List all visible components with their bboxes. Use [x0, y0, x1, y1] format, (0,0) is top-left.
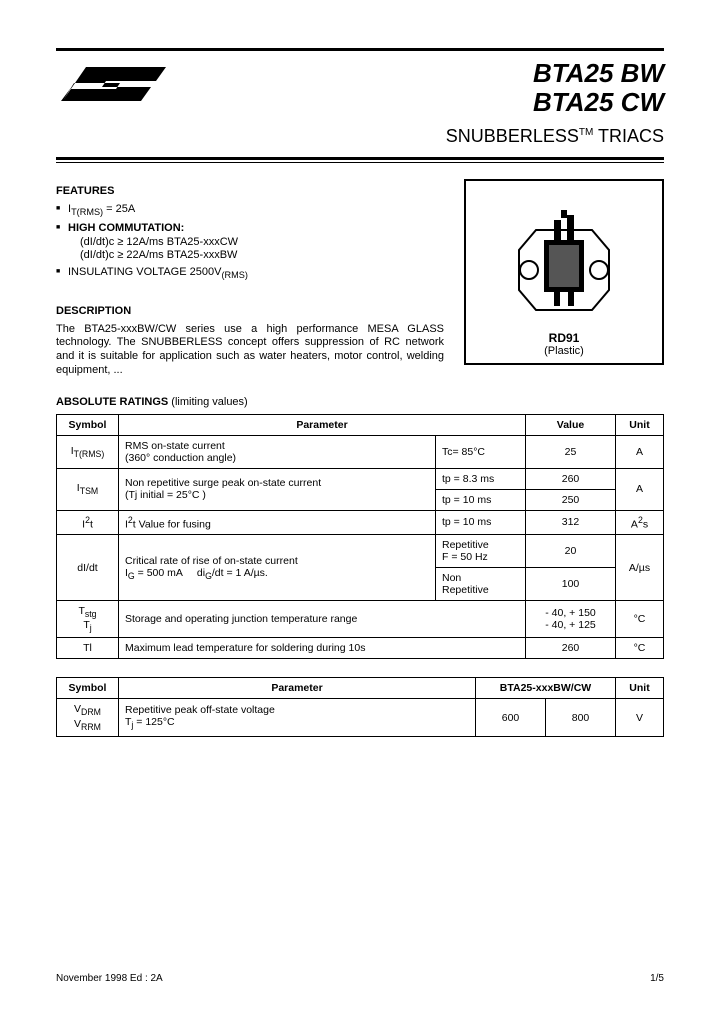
cell-val: 20: [526, 535, 616, 568]
cell-sym: TstgTj: [57, 601, 119, 638]
top-rule-thick: [56, 48, 664, 51]
cell-val: - 40, + 150- 40, + 125: [526, 601, 616, 638]
cell-sym: Tl: [57, 638, 119, 659]
header-row: BTA25 BW BTA25 CW: [56, 59, 664, 116]
cell-param: RMS on-state current(360° conduction ang…: [119, 435, 436, 468]
ratings-table: Symbol Parameter Value Unit IT(RMS) RMS …: [56, 414, 664, 660]
feature-sub: (dI/dt)c ≥ 22A/ms BTA25-xxxBW: [68, 249, 444, 263]
col-unit: Unit: [616, 678, 664, 699]
cell-cond: NonRepetitive: [436, 568, 526, 601]
table-row: I2t I2t Value for fusing tp = 10 ms 312 …: [57, 510, 664, 535]
feature-text: HIGH COMMUTATION:: [68, 222, 184, 234]
feature-item: HIGH COMMUTATION: (dI/dt)c ≥ 12A/ms BTA2…: [56, 222, 444, 263]
cell-param: I2t Value for fusing: [119, 510, 436, 535]
footer-date: November 1998 Ed : 2A: [56, 973, 163, 984]
table-row: TstgTj Storage and operating junction te…: [57, 601, 664, 638]
package-sub: (Plastic): [476, 345, 652, 357]
right-column: RD91 (Plastic): [464, 179, 664, 378]
st-logo: [56, 59, 176, 115]
cell-cond: tp = 8.3 ms: [436, 468, 526, 489]
table-row: ITSM Non repetitive surge peak on-state …: [57, 468, 664, 489]
trademark: TM: [579, 127, 593, 138]
col-unit: Unit: [616, 414, 664, 435]
cell-param: Non repetitive surge peak on-state curre…: [119, 468, 436, 510]
cell-param: Storage and operating junction temperatu…: [119, 601, 526, 638]
col-parameter: Parameter: [119, 414, 526, 435]
col-value: Value: [526, 414, 616, 435]
feature-text: IT(RMS) = 25A: [68, 203, 135, 215]
cell-cond: Tc= 85°C: [436, 435, 526, 468]
table-header-row: Symbol Parameter Value Unit: [57, 414, 664, 435]
description-text: The BTA25-xxxBW/CW series use a high per…: [56, 323, 444, 378]
cell-val: 312: [526, 510, 616, 535]
subtitle-pre: SNUBBERLESS: [446, 126, 579, 146]
subtitle: SNUBBERLESSTM TRIACS: [56, 126, 664, 147]
cell-cond: tp = 10 ms: [436, 489, 526, 510]
cell-unit: A: [616, 468, 664, 510]
cell-unit: A: [616, 435, 664, 468]
ratings-heading: ABSOLUTE RATINGS (limiting values): [56, 396, 664, 408]
table-header-row: Symbol Parameter BTA25-xxxBW/CW Unit: [57, 678, 664, 699]
cell-val: 800: [546, 699, 616, 736]
cell-param: Maximum lead temperature for soldering d…: [119, 638, 526, 659]
col-symbol: Symbol: [57, 678, 119, 699]
cell-unit: V: [616, 699, 664, 736]
voltage-table: Symbol Parameter BTA25-xxxBW/CW Unit VDR…: [56, 677, 664, 736]
cell-sym: ITSM: [57, 468, 119, 510]
part-number-2: BTA25 CW: [533, 88, 664, 117]
feature-text: INSULATING VOLTAGE 2500V(RMS): [68, 266, 248, 278]
feature-item: IT(RMS) = 25A: [56, 203, 444, 219]
cell-cond: tp = 10 ms: [436, 510, 526, 535]
cell-param: Repetitive peak off-state voltageTj = 12…: [119, 699, 476, 736]
package-frame: RD91 (Plastic): [464, 179, 664, 365]
col-device: BTA25-xxxBW/CW: [476, 678, 616, 699]
cell-sym: VDRMVRRM: [57, 699, 119, 736]
cell-val: 100: [526, 568, 616, 601]
cell-sym: IT(RMS): [57, 435, 119, 468]
table-row: dI/dt Critical rate of rise of on-state …: [57, 535, 664, 568]
cell-val: 260: [526, 468, 616, 489]
cell-unit: °C: [616, 601, 664, 638]
subtitle-post: TRIACS: [593, 126, 664, 146]
feature-sub: (dI/dt)c ≥ 12A/ms BTA25-xxxCW: [68, 236, 444, 250]
table-row: Tl Maximum lead temperature for solderin…: [57, 638, 664, 659]
col-symbol: Symbol: [57, 414, 119, 435]
left-column: FEATURES IT(RMS) = 25A HIGH COMMUTATION:…: [56, 179, 444, 378]
feature-item: INSULATING VOLTAGE 2500V(RMS): [56, 266, 444, 282]
table-row: IT(RMS) RMS on-state current(360° conduc…: [57, 435, 664, 468]
part-numbers: BTA25 BW BTA25 CW: [533, 59, 664, 116]
main-content: FEATURES IT(RMS) = 25A HIGH COMMUTATION:…: [56, 179, 664, 378]
features-heading: FEATURES: [56, 185, 444, 197]
cell-val: 25: [526, 435, 616, 468]
ratings-paren: (limiting values): [168, 396, 247, 408]
ratings-head-text: ABSOLUTE RATINGS: [56, 396, 168, 408]
part-number-1: BTA25 BW: [533, 59, 664, 88]
cell-param: Critical rate of rise of on-state curren…: [119, 535, 436, 601]
table-row: VDRMVRRM Repetitive peak off-state volta…: [57, 699, 664, 736]
cell-val: 600: [476, 699, 546, 736]
feature-list: IT(RMS) = 25A HIGH COMMUTATION: (dI/dt)c…: [56, 203, 444, 282]
mid-rule-thin: [56, 162, 664, 163]
cell-unit: A/µs: [616, 535, 664, 601]
col-parameter: Parameter: [119, 678, 476, 699]
package-icon: [494, 195, 634, 325]
cell-sym: I2t: [57, 510, 119, 535]
cell-sym: dI/dt: [57, 535, 119, 601]
package-label: RD91: [476, 331, 652, 345]
cell-val: 260: [526, 638, 616, 659]
cell-unit: °C: [616, 638, 664, 659]
footer: November 1998 Ed : 2A 1/5: [56, 973, 664, 984]
cell-unit: A2s: [616, 510, 664, 535]
description-heading: DESCRIPTION: [56, 305, 444, 317]
cell-cond: RepetitiveF = 50 Hz: [436, 535, 526, 568]
cell-val: 250: [526, 489, 616, 510]
footer-page: 1/5: [650, 973, 664, 984]
